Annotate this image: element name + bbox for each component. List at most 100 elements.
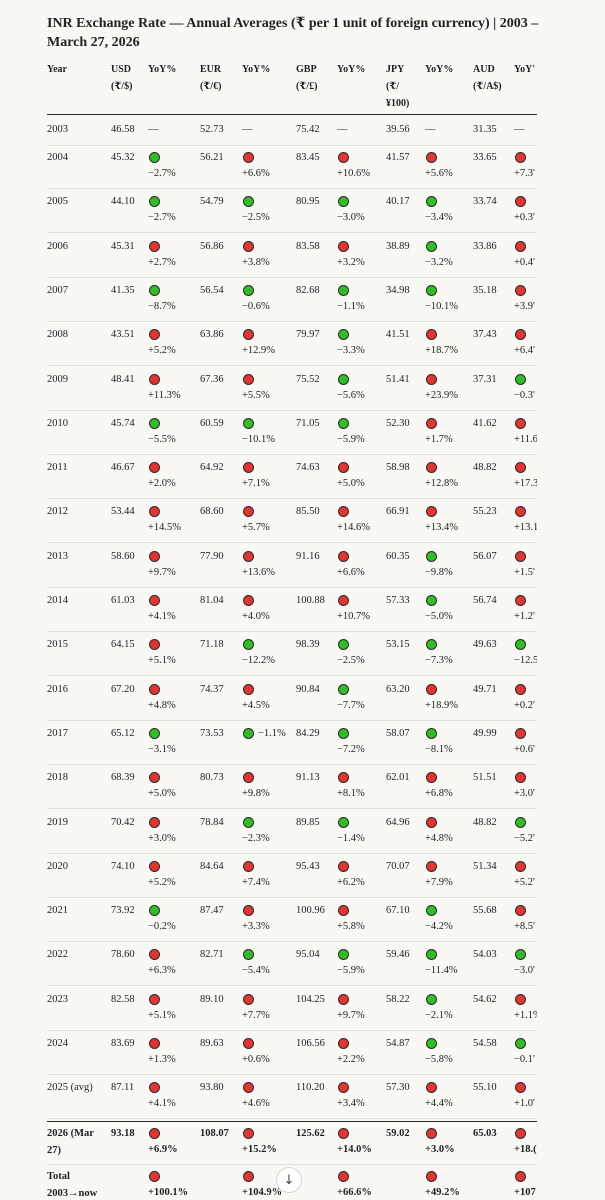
- usd-rate: 53.44: [111, 506, 135, 518]
- decrease-indicator-icon: [338, 816, 349, 828]
- eur_yoy-yoy: −5.4%: [242, 965, 270, 977]
- jpy_yoy-yoy: −4.2%: [425, 921, 453, 933]
- header-jpy-yoy: YoY%: [425, 64, 454, 75]
- row-divider: [47, 985, 537, 987]
- increase-indicator-icon: [243, 860, 254, 872]
- decrease-indicator-icon: [149, 417, 160, 429]
- usd_yoy-yoy: +4.8%: [148, 699, 176, 711]
- eur_yoy-yoy: +7.7%: [242, 1009, 270, 1021]
- usd-rate: 65.12: [111, 727, 135, 739]
- increase-indicator-icon: [338, 905, 349, 917]
- gbp-rate: 95.43: [296, 860, 320, 872]
- eur-rate: 108.07: [200, 1128, 229, 1139]
- decrease-indicator-icon: [338, 196, 349, 208]
- increase-indicator-icon: [149, 1128, 160, 1139]
- increase-indicator-icon: [338, 152, 349, 163]
- scroll-down-button[interactable]: ↓: [276, 1167, 302, 1193]
- row-divider: [47, 145, 537, 146]
- usd-rate: 58.60: [111, 550, 135, 562]
- gbp_yoy-yoy: −5.9%: [337, 965, 365, 977]
- aud-yoy: —: [514, 124, 525, 135]
- gbp-rate: 125.62: [296, 1128, 325, 1139]
- jpy-rate: 52.30: [386, 417, 410, 429]
- year-cell: 2020: [47, 860, 68, 872]
- exchange-rate-table: Year USD (₹/$) YoY% EUR (₹/€) YoY% GBP (₹/£) YoY%…: [47, 64, 537, 1199]
- aud_yoy-yoy: +1.0': [514, 1098, 535, 1110]
- increase-indicator-icon: [149, 949, 160, 961]
- increase-indicator-icon: [515, 329, 526, 341]
- usd-rate: 46.67: [111, 462, 135, 474]
- usd-rate: 45.32: [111, 152, 135, 163]
- jpy-rate: 63.20: [386, 683, 410, 695]
- aud_yoy-yoy: +3.9': [514, 300, 535, 312]
- jpy-rate: 62.01: [386, 772, 410, 784]
- increase-indicator-icon: [426, 329, 437, 341]
- aud_yoy-yoy: −0.3': [514, 389, 535, 401]
- increase-indicator-icon: [426, 373, 437, 385]
- increase-indicator-icon: [515, 1128, 526, 1139]
- eur_yoy-yoy: −10.1%: [242, 433, 276, 445]
- gbp_yoy-yoy: +66.6%: [337, 1187, 372, 1198]
- eur_yoy-yoy: −0.6%: [242, 300, 270, 312]
- increase-indicator-icon: [515, 1082, 526, 1094]
- jpy-rate: 40.17: [386, 196, 410, 208]
- year-cell: 2024: [47, 1038, 68, 1049]
- usd_yoy-yoy: +6.3%: [148, 965, 176, 977]
- increase-indicator-icon: [243, 595, 254, 606]
- year-cell: 2025 (avg): [47, 1082, 93, 1094]
- increase-indicator-icon: [243, 1128, 254, 1139]
- usd_yoy-yoy: +6.9%: [148, 1144, 178, 1155]
- aud-rate: 65.03: [473, 1128, 497, 1139]
- decrease-indicator-icon: [426, 595, 437, 606]
- gbp-rate: 91.16: [296, 550, 320, 562]
- increase-indicator-icon: [426, 1082, 437, 1094]
- eur-rate: 67.36: [200, 373, 224, 385]
- aud-rate: 41.62: [473, 417, 497, 429]
- eur_yoy-yoy: +3.8%: [242, 256, 270, 268]
- row-divider: [47, 852, 537, 854]
- increase-indicator-icon: [426, 1128, 437, 1139]
- eur_yoy-yoy: −2.3%: [242, 832, 270, 844]
- aud_yoy-yoy: +18.(: [514, 1144, 537, 1155]
- aud-rate: 56.74: [473, 595, 497, 606]
- year-cell: 2012: [47, 506, 68, 518]
- decrease-indicator-icon: [149, 905, 160, 917]
- aud_yoy-yoy: +17.3: [514, 478, 537, 490]
- decrease-indicator-icon: [426, 284, 437, 296]
- jpy-rate: 59.46: [386, 949, 410, 961]
- increase-indicator-icon: [338, 595, 349, 606]
- jpy_yoy-yoy: +23.9%: [425, 389, 459, 401]
- eur-rate: 71.18: [200, 639, 224, 651]
- header-gbp: (₹/£): [296, 81, 318, 92]
- aud_yoy-yoy: +107: [514, 1187, 536, 1198]
- decrease-indicator-icon: [243, 639, 254, 651]
- increase-indicator-icon: [426, 860, 437, 872]
- usd-rate: 82.58: [111, 993, 135, 1005]
- header-year: Year: [47, 64, 67, 75]
- increase-indicator-icon: [515, 196, 526, 208]
- aud_yoy-yoy: +7.3': [514, 168, 535, 179]
- usd-rate: 70.42: [111, 816, 135, 828]
- decrease-indicator-icon: [515, 816, 526, 828]
- usd-rate: 83.69: [111, 1038, 135, 1049]
- eur_yoy-yoy: +4.0%: [242, 611, 270, 622]
- increase-indicator-icon: [243, 1038, 254, 1049]
- eur-rate: 93.80: [200, 1082, 224, 1094]
- increase-indicator-icon: [515, 727, 526, 739]
- increase-indicator-icon: [149, 550, 160, 562]
- jpy-rate: 41.57: [386, 152, 410, 163]
- eur-rate: 89.63: [200, 1038, 224, 1049]
- row-divider: [47, 675, 537, 677]
- decrease-indicator-icon: [338, 949, 349, 961]
- aud-rate: 33.86: [473, 240, 497, 252]
- gbp-rate: 100.96: [296, 905, 325, 917]
- aud-rate: 51.34: [473, 860, 497, 872]
- year-cell: 2016: [47, 683, 68, 695]
- decrease-indicator-icon: [243, 196, 254, 208]
- row-divider: [47, 188, 537, 189]
- increase-indicator-icon: [243, 993, 254, 1005]
- header-aud-yoy: YoY': [514, 64, 536, 75]
- increase-indicator-icon: [243, 373, 254, 385]
- row-divider: [47, 808, 537, 810]
- usd_yoy-yoy: +4.1%: [148, 1098, 176, 1110]
